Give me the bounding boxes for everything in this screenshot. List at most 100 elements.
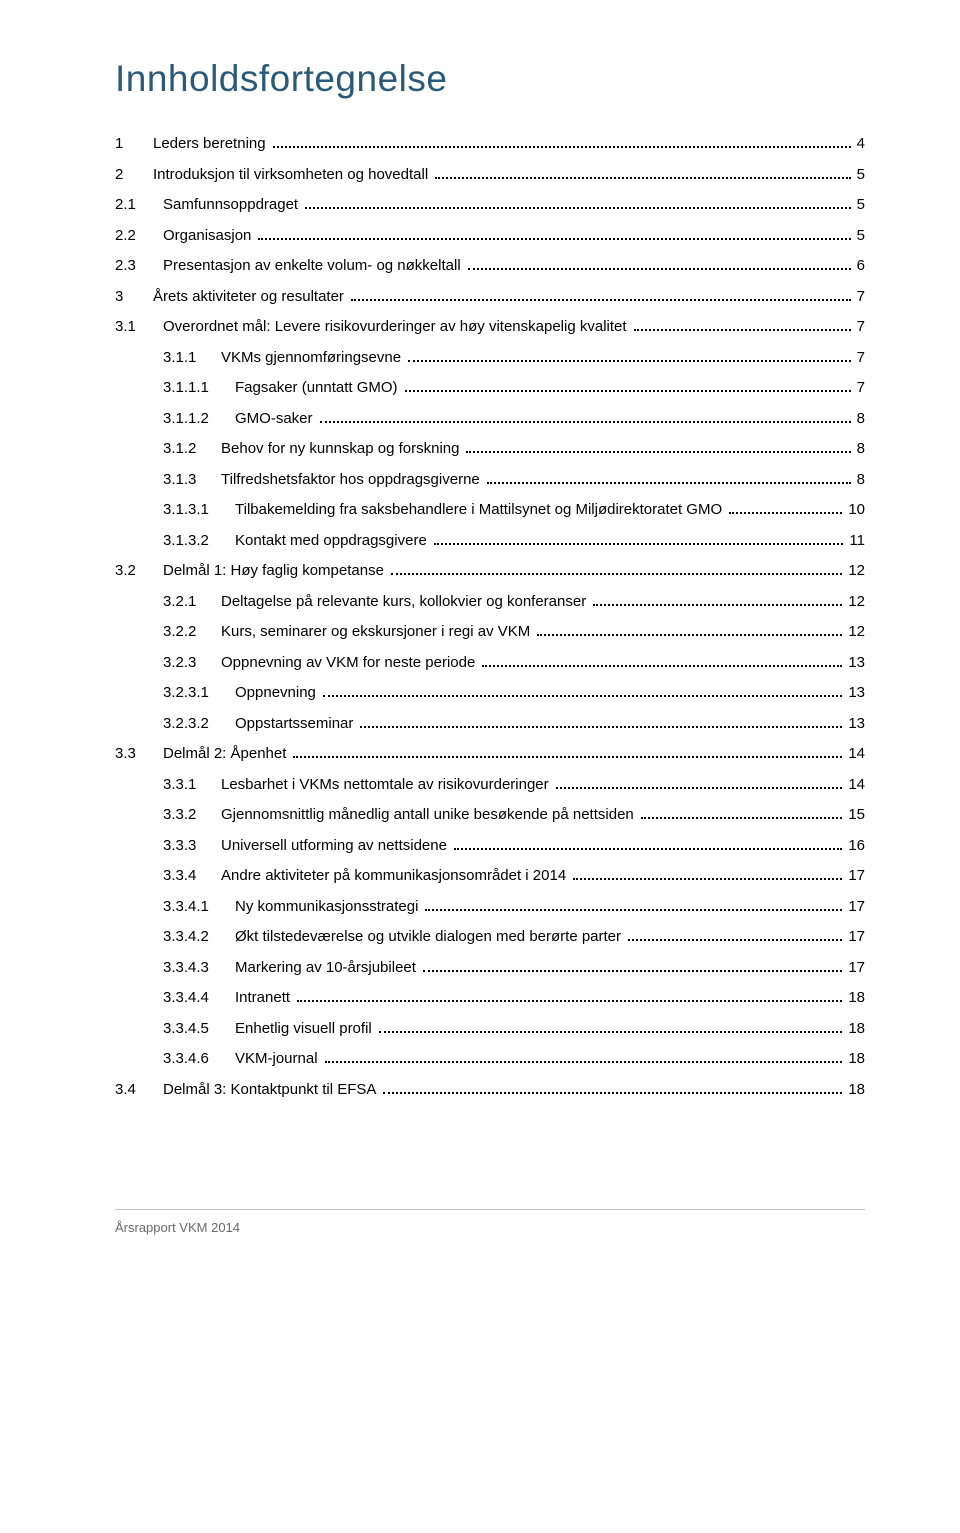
toc-leader-dots — [729, 512, 842, 514]
toc-number: 3.3 — [115, 744, 163, 764]
toc-page-number: 6 — [854, 256, 865, 276]
toc-leader-dots — [634, 329, 851, 331]
toc-number: 2 — [115, 165, 153, 185]
toc-label: Deltagelse på relevante kurs, kollokvier… — [221, 592, 590, 612]
toc-entry: 3Årets aktiviteter og resultater7 — [115, 287, 865, 307]
toc-number: 3.2.2 — [163, 622, 221, 642]
toc-number: 3.3.4.3 — [163, 958, 235, 978]
toc-number: 3.3.4.5 — [163, 1019, 235, 1039]
toc-number: 3.3.2 — [163, 805, 221, 825]
toc-label: Samfunnsoppdraget — [163, 195, 302, 215]
toc-entry: 3.2.3Oppnevning av VKM for neste periode… — [163, 653, 865, 673]
toc-entry: 3.1.1.1Fagsaker (unntatt GMO)7 — [163, 378, 865, 398]
table-of-contents: 1Leders beretning42Introduksjon til virk… — [115, 134, 865, 1099]
toc-leader-dots — [641, 817, 843, 819]
toc-leader-dots — [383, 1092, 842, 1094]
toc-label: Tilfredshetsfaktor hos oppdragsgiverne — [221, 470, 484, 490]
page-footer: Årsrapport VKM 2014 — [115, 1209, 865, 1235]
toc-label: Introduksjon til virksomheten og hovedta… — [153, 165, 432, 185]
toc-label: VKM-journal — [235, 1049, 322, 1069]
toc-label: Oppstartsseminar — [235, 714, 357, 734]
toc-number: 3.1.3.1 — [163, 500, 235, 520]
toc-label: Lesbarhet i VKMs nettomtale av risikovur… — [221, 775, 553, 795]
toc-label: Økt tilstedeværelse og utvikle dialogen … — [235, 927, 625, 947]
toc-leader-dots — [537, 634, 842, 636]
toc-page-number: 12 — [845, 622, 865, 642]
toc-page-number: 17 — [845, 958, 865, 978]
toc-number: 3.2 — [115, 561, 163, 581]
toc-label: Tilbakemelding fra saksbehandlere i Matt… — [235, 500, 726, 520]
toc-leader-dots — [360, 726, 842, 728]
toc-number: 2.2 — [115, 226, 163, 246]
toc-label: Markering av 10-årsjubileet — [235, 958, 420, 978]
toc-page-number: 10 — [845, 500, 865, 520]
toc-page-number: 4 — [854, 134, 865, 154]
toc-page-number: 17 — [845, 866, 865, 886]
toc-label: Fagsaker (unntatt GMO) — [235, 378, 402, 398]
toc-page-number: 14 — [845, 775, 865, 795]
toc-page-number: 12 — [845, 561, 865, 581]
toc-number: 2.3 — [115, 256, 163, 276]
toc-entry: 2.3Presentasjon av enkelte volum- og nøk… — [115, 256, 865, 276]
toc-leader-dots — [435, 177, 851, 179]
toc-label: Behov for ny kunnskap og forskning — [221, 439, 463, 459]
toc-page-number: 8 — [854, 409, 865, 429]
toc-entry: 3.1.3.1Tilbakemelding fra saksbehandlere… — [163, 500, 865, 520]
toc-page-number: 13 — [845, 714, 865, 734]
toc-entry: 3.4Delmål 3: Kontaktpunkt til EFSA18 — [115, 1080, 865, 1100]
toc-label: GMO-saker — [235, 409, 317, 429]
toc-label: Universell utforming av nettsidene — [221, 836, 451, 856]
toc-label: Intranett — [235, 988, 294, 1008]
toc-leader-dots — [466, 451, 850, 453]
toc-page-number: 5 — [854, 195, 865, 215]
toc-leader-dots — [305, 207, 851, 209]
toc-number: 3.3.4.1 — [163, 897, 235, 917]
toc-entry: 1Leders beretning4 — [115, 134, 865, 154]
toc-page-number: 7 — [854, 287, 865, 307]
toc-entry: 2.1Samfunnsoppdraget5 — [115, 195, 865, 215]
toc-label: Delmål 1: Høy faglig kompetanse — [163, 561, 388, 581]
toc-leader-dots — [628, 939, 842, 941]
toc-entry: 3.3.4.6VKM-journal18 — [163, 1049, 865, 1069]
toc-entry: 3.1.2Behov for ny kunnskap og forskning8 — [163, 439, 865, 459]
toc-label: Oppnevning av VKM for neste periode — [221, 653, 479, 673]
toc-entry: 2.2Organisasjon5 — [115, 226, 865, 246]
toc-leader-dots — [434, 543, 844, 545]
toc-entry: 3.3Delmål 2: Åpenhet14 — [115, 744, 865, 764]
toc-leader-dots — [593, 604, 842, 606]
toc-leader-dots — [379, 1031, 843, 1033]
document-page: Innholdsfortegnelse 1Leders beretning42I… — [0, 0, 960, 1275]
toc-entry: 3.1.1VKMs gjennomføringsevne7 — [163, 348, 865, 368]
toc-page-number: 13 — [845, 653, 865, 673]
toc-entry: 3.3.4Andre aktiviteter på kommunikasjons… — [163, 866, 865, 886]
toc-page-number: 14 — [845, 744, 865, 764]
toc-entry: 3.1Overordnet mål: Levere risikovurderin… — [115, 317, 865, 337]
toc-page-number: 7 — [854, 317, 865, 337]
toc-label: Leders beretning — [153, 134, 270, 154]
toc-number: 3.3.4.4 — [163, 988, 235, 1008]
toc-label: Oppnevning — [235, 683, 320, 703]
toc-number: 3.2.3 — [163, 653, 221, 673]
toc-entry: 3.2.1Deltagelse på relevante kurs, kollo… — [163, 592, 865, 612]
toc-leader-dots — [323, 695, 842, 697]
toc-leader-dots — [423, 970, 842, 972]
toc-label: Delmål 3: Kontaktpunkt til EFSA — [163, 1080, 380, 1100]
toc-leader-dots — [482, 665, 842, 667]
toc-label: Enhetlig visuell profil — [235, 1019, 376, 1039]
toc-entry: 3.1.3.2Kontakt med oppdragsgivere11 — [163, 531, 865, 551]
toc-entry: 3.3.1Lesbarhet i VKMs nettomtale av risi… — [163, 775, 865, 795]
toc-page-number: 18 — [845, 988, 865, 1008]
toc-entry: 3.3.4.3Markering av 10-årsjubileet 17 — [163, 958, 865, 978]
toc-page-number: 18 — [845, 1080, 865, 1100]
toc-entry: 3.3.2Gjennomsnittlig månedlig antall uni… — [163, 805, 865, 825]
toc-page-number: 18 — [845, 1049, 865, 1069]
toc-entry: 3.2.3.2Oppstartsseminar13 — [163, 714, 865, 734]
toc-entry: 3.3.4.4Intranett 18 — [163, 988, 865, 1008]
toc-number: 3.1.2 — [163, 439, 221, 459]
toc-number: 3.3.4.2 — [163, 927, 235, 947]
toc-number: 3.1.1.1 — [163, 378, 235, 398]
toc-leader-dots — [258, 238, 850, 240]
page-title: Innholdsfortegnelse — [115, 58, 865, 100]
toc-page-number: 8 — [854, 470, 865, 490]
toc-number: 3 — [115, 287, 153, 307]
